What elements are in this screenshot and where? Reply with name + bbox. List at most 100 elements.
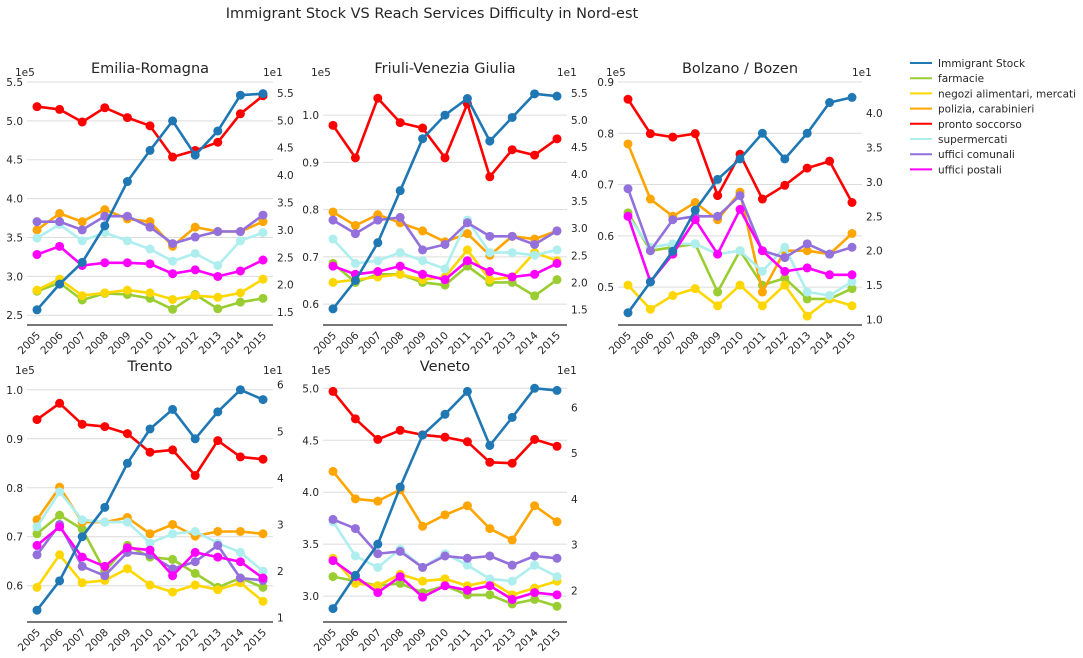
series-point <box>373 496 383 506</box>
series-point <box>350 494 360 504</box>
series-point <box>757 246 767 256</box>
series-point <box>440 239 450 249</box>
series-point <box>32 522 42 532</box>
series-point <box>757 194 767 204</box>
x-tick-label: 2009 <box>106 330 133 357</box>
immigrant-stock-point <box>485 136 495 146</box>
x-tick-label: 2014 <box>513 626 541 654</box>
series-point <box>235 526 245 536</box>
series-point <box>122 285 132 295</box>
immigrant-stock-point <box>440 110 450 120</box>
series-point <box>32 415 42 425</box>
series-point <box>145 538 155 548</box>
series-point <box>440 581 450 591</box>
x-tick-label: 2011 <box>446 627 473 654</box>
right-tick-label: 2.5 <box>866 211 883 223</box>
immigrant-stock-point <box>168 116 178 126</box>
series-point <box>530 150 540 160</box>
immigrant-stock-point <box>213 126 223 136</box>
series-point <box>32 550 42 560</box>
left-tick-label: 0.7 <box>6 532 23 544</box>
series-point <box>145 222 155 232</box>
x-tick-label: 2012 <box>764 330 791 357</box>
series-point <box>168 554 178 564</box>
series-point <box>690 129 700 139</box>
series-point <box>802 294 812 304</box>
series-point <box>552 275 562 285</box>
legend-label: negozi alimentari, mercati <box>938 88 1076 100</box>
series-point <box>713 191 723 201</box>
series-point <box>328 261 338 271</box>
right-tick-label: 1.0 <box>866 315 883 327</box>
right-tick-label: 2.0 <box>866 246 883 258</box>
series-point <box>395 212 405 222</box>
series-point <box>802 287 812 297</box>
panel-0: Emilia-Romagna 1e5 1e1 2.5 3.0 3.5 4.0 4.5 5.0 5.… <box>6 61 293 357</box>
x-tick-label: 2009 <box>696 330 723 357</box>
series-point <box>350 524 360 534</box>
series-point <box>780 266 790 276</box>
series-point <box>757 266 767 276</box>
series-point <box>100 205 110 215</box>
legend-label: pronto soccorso <box>938 119 1022 131</box>
right-tick-label: 3.5 <box>866 142 883 154</box>
series-point <box>645 129 655 139</box>
series-point <box>77 552 87 562</box>
series-point <box>530 551 540 561</box>
series-point <box>690 215 700 225</box>
x-tick-label: 2008 <box>84 627 111 654</box>
x-tick-label: 2011 <box>741 330 768 357</box>
right-tick-label: 2.5 <box>571 250 588 262</box>
series-point <box>735 204 745 214</box>
series-point <box>802 246 812 256</box>
series-point <box>328 556 338 566</box>
series-point <box>122 211 132 221</box>
series-point <box>418 521 428 531</box>
series-point <box>552 553 562 563</box>
series-point <box>485 231 495 241</box>
x-tick-label: 2015 <box>536 627 563 654</box>
immigrant-stock-point <box>122 177 132 187</box>
right-tick-label: 3.5 <box>571 196 588 208</box>
series-point <box>552 134 562 144</box>
x-tick-label: 2007 <box>357 627 384 654</box>
x-tick-label: 2015 <box>831 330 858 357</box>
series-point <box>168 304 178 314</box>
x-tick-label: 2007 <box>61 330 88 357</box>
series-point <box>77 578 87 588</box>
x-tick-label: 2010 <box>719 330 746 357</box>
immigrant-stock-point <box>100 221 110 231</box>
series-point <box>328 572 338 582</box>
series-point <box>623 94 633 104</box>
series-point <box>552 517 562 527</box>
right-axis-offset: 1e1 <box>557 365 577 377</box>
series-point <box>235 573 245 583</box>
immigrant-stock-point <box>757 128 767 138</box>
series-point <box>190 291 200 301</box>
series-point <box>258 454 268 464</box>
left-tick-label: 4.0 <box>302 487 319 499</box>
x-tick-label: 2011 <box>151 330 178 357</box>
series-point <box>328 234 338 244</box>
x-tick-label: 2012 <box>174 330 201 357</box>
series-point <box>623 184 633 194</box>
legend-label: supermercati <box>938 134 1007 146</box>
series-point <box>145 529 155 539</box>
series-line <box>35 485 264 538</box>
series-point <box>507 231 517 241</box>
series-point <box>213 137 223 147</box>
immigrant-stock-point <box>328 604 338 614</box>
immigrant-stock-point <box>32 305 42 315</box>
series-point <box>530 239 540 249</box>
series-point <box>190 248 200 258</box>
left-tick-label: 3.0 <box>6 271 23 283</box>
series-point <box>32 233 42 243</box>
series-point <box>485 172 495 182</box>
immigrant-stock-point <box>168 404 178 414</box>
right-tick-label: 4.0 <box>571 169 588 181</box>
series-point <box>350 551 360 561</box>
x-tick-label: 2013 <box>491 627 518 654</box>
series-point <box>757 287 767 297</box>
immigrant-stock-point <box>190 150 200 160</box>
x-tick-label: 2005 <box>312 330 339 357</box>
